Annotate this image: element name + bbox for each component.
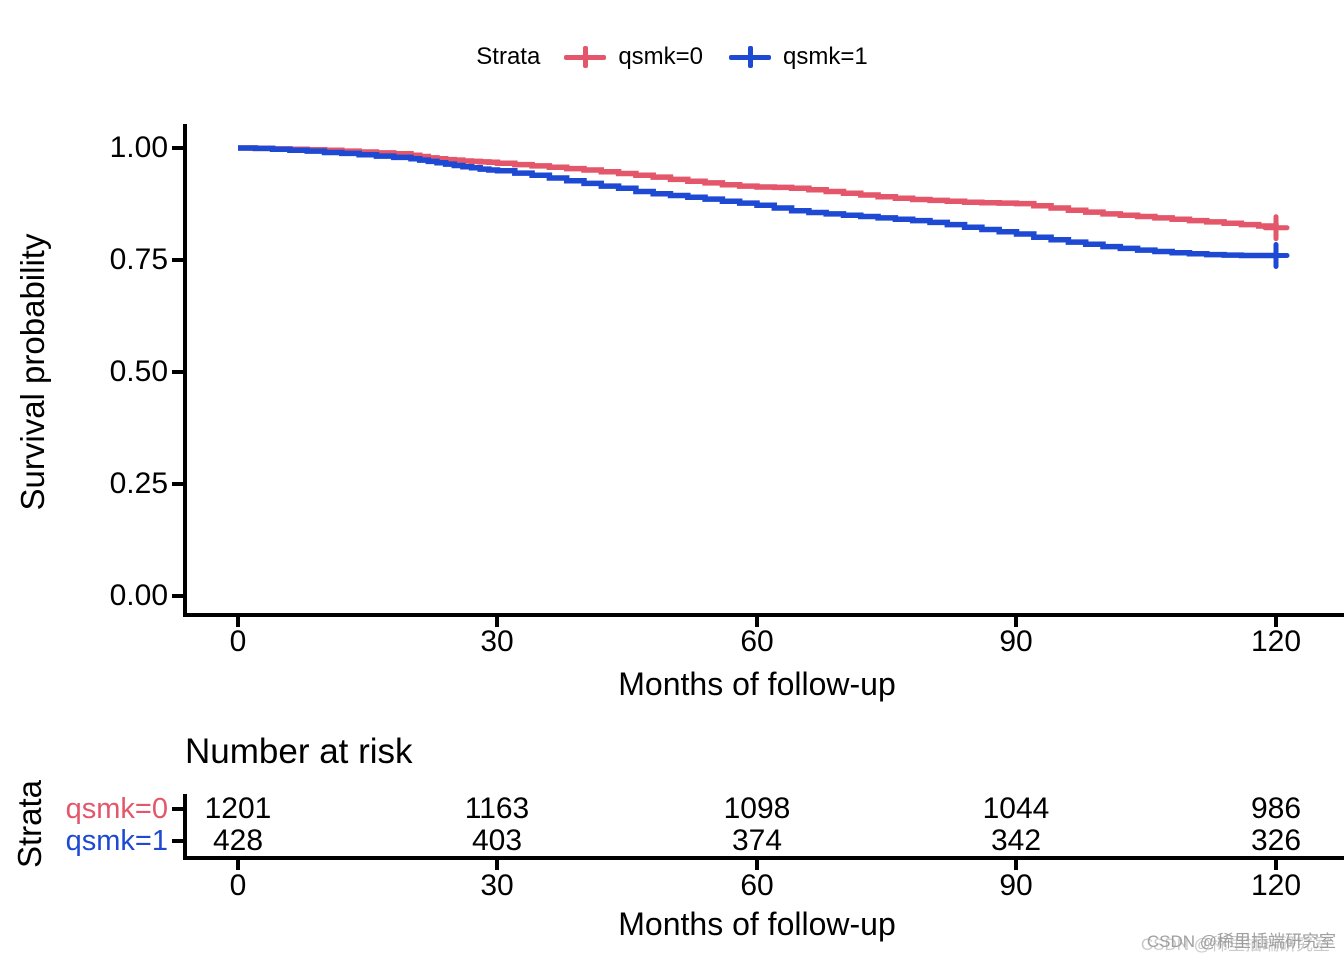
- legend-label-qsmk1: qsmk=1: [783, 43, 868, 70]
- risk-count: 428: [212, 824, 264, 857]
- y-tick-mark: [172, 482, 183, 486]
- risk-x-tick-label: 0: [229, 869, 247, 902]
- watermark-text-echo: CSDN @稀里插端研究室: [1140, 935, 1330, 954]
- risk-row-label-qsmk0: qsmk=0: [65, 793, 168, 825]
- legend-item-qsmk1: qsmk=1: [729, 43, 868, 71]
- legend-title: Strata: [476, 43, 541, 70]
- x-tick-label: 120: [1250, 625, 1302, 658]
- x-tick-label: 90: [999, 625, 1033, 658]
- watermark: CSDN @稀里插端研究室 CSDN @稀里插端研究室: [1116, 927, 1336, 955]
- risk-count: 374: [731, 824, 783, 857]
- risk-count: 1201: [204, 792, 272, 825]
- risk-count: 342: [990, 824, 1042, 857]
- risk-x-tick-mark: [1014, 860, 1018, 870]
- legend-marker-qsmk1-icon: [729, 44, 772, 70]
- y-tick-label: 0.00: [109, 579, 168, 612]
- risk-count: 1163: [464, 792, 530, 825]
- risk-x-tick-label: 60: [740, 869, 774, 902]
- risk-x-axis-line: [183, 856, 1344, 860]
- legend-marker-qsmk0-icon: [564, 44, 607, 70]
- x-axis-title: Months of follow-up: [618, 666, 896, 702]
- risk-x-tick-mark: [236, 860, 240, 870]
- y-tick-mark: [172, 258, 183, 262]
- x-tick-mark: [755, 617, 759, 627]
- risk-row-label-qsmk1: qsmk=1: [65, 825, 168, 857]
- risk-x-tick-label: 120: [1250, 869, 1302, 902]
- legend-label-qsmk0: qsmk=0: [618, 43, 704, 70]
- legend-item-qsmk0: qsmk=0: [564, 43, 703, 71]
- y-axis-line: [183, 124, 187, 617]
- x-tick-mark: [1274, 617, 1278, 627]
- risk-count: 326: [1250, 824, 1302, 857]
- x-tick-label: 30: [480, 625, 514, 658]
- y-tick-label: 1.00: [109, 131, 168, 164]
- x-tick-mark: [495, 617, 499, 627]
- x-tick-mark: [236, 617, 240, 627]
- censor-plus-qsmk0-icon: [1262, 214, 1290, 242]
- y-tick-label: 0.25: [109, 467, 168, 500]
- x-tick-label: 60: [740, 625, 774, 658]
- survival-curve-qsmk1: [238, 145, 1276, 259]
- survival-curves-canvas: [238, 145, 1290, 270]
- x-tick-label: 0: [229, 625, 247, 658]
- risk-row-tick-mark: [172, 839, 183, 843]
- risk-x-tick-mark: [755, 860, 759, 870]
- risk-x-tick-label: 30: [480, 869, 514, 902]
- y-tick-label: 0.75: [109, 243, 168, 276]
- risk-table-title: Number at risk: [185, 732, 413, 771]
- y-tick-label: 0.50: [109, 355, 168, 388]
- risk-count: 986: [1250, 792, 1302, 825]
- watermark-text: CSDN @稀里插端研究室: [1146, 932, 1336, 951]
- legend: Strata qsmk=0 qsmk=1: [0, 40, 1344, 74]
- risk-count: 1044: [982, 792, 1050, 825]
- y-axis-title: Survival probability: [14, 233, 51, 511]
- risk-x-tick-mark: [495, 860, 499, 870]
- risk-y-axis-line: [183, 794, 187, 860]
- x-axis-line: [183, 613, 1344, 617]
- censor-plus-qsmk1-icon: [1262, 242, 1290, 270]
- risk-count: 1098: [723, 792, 791, 825]
- risk-x-axis-title: Months of follow-up: [618, 906, 896, 942]
- y-tick-mark: [172, 370, 183, 374]
- risk-count: 403: [471, 824, 523, 857]
- x-tick-mark: [1014, 617, 1018, 627]
- risk-x-tick-label: 90: [999, 869, 1033, 902]
- y-tick-mark: [172, 594, 183, 598]
- risk-x-tick-mark: [1274, 860, 1278, 870]
- y-tick-mark: [172, 146, 183, 150]
- risk-row-tick-mark: [172, 807, 183, 811]
